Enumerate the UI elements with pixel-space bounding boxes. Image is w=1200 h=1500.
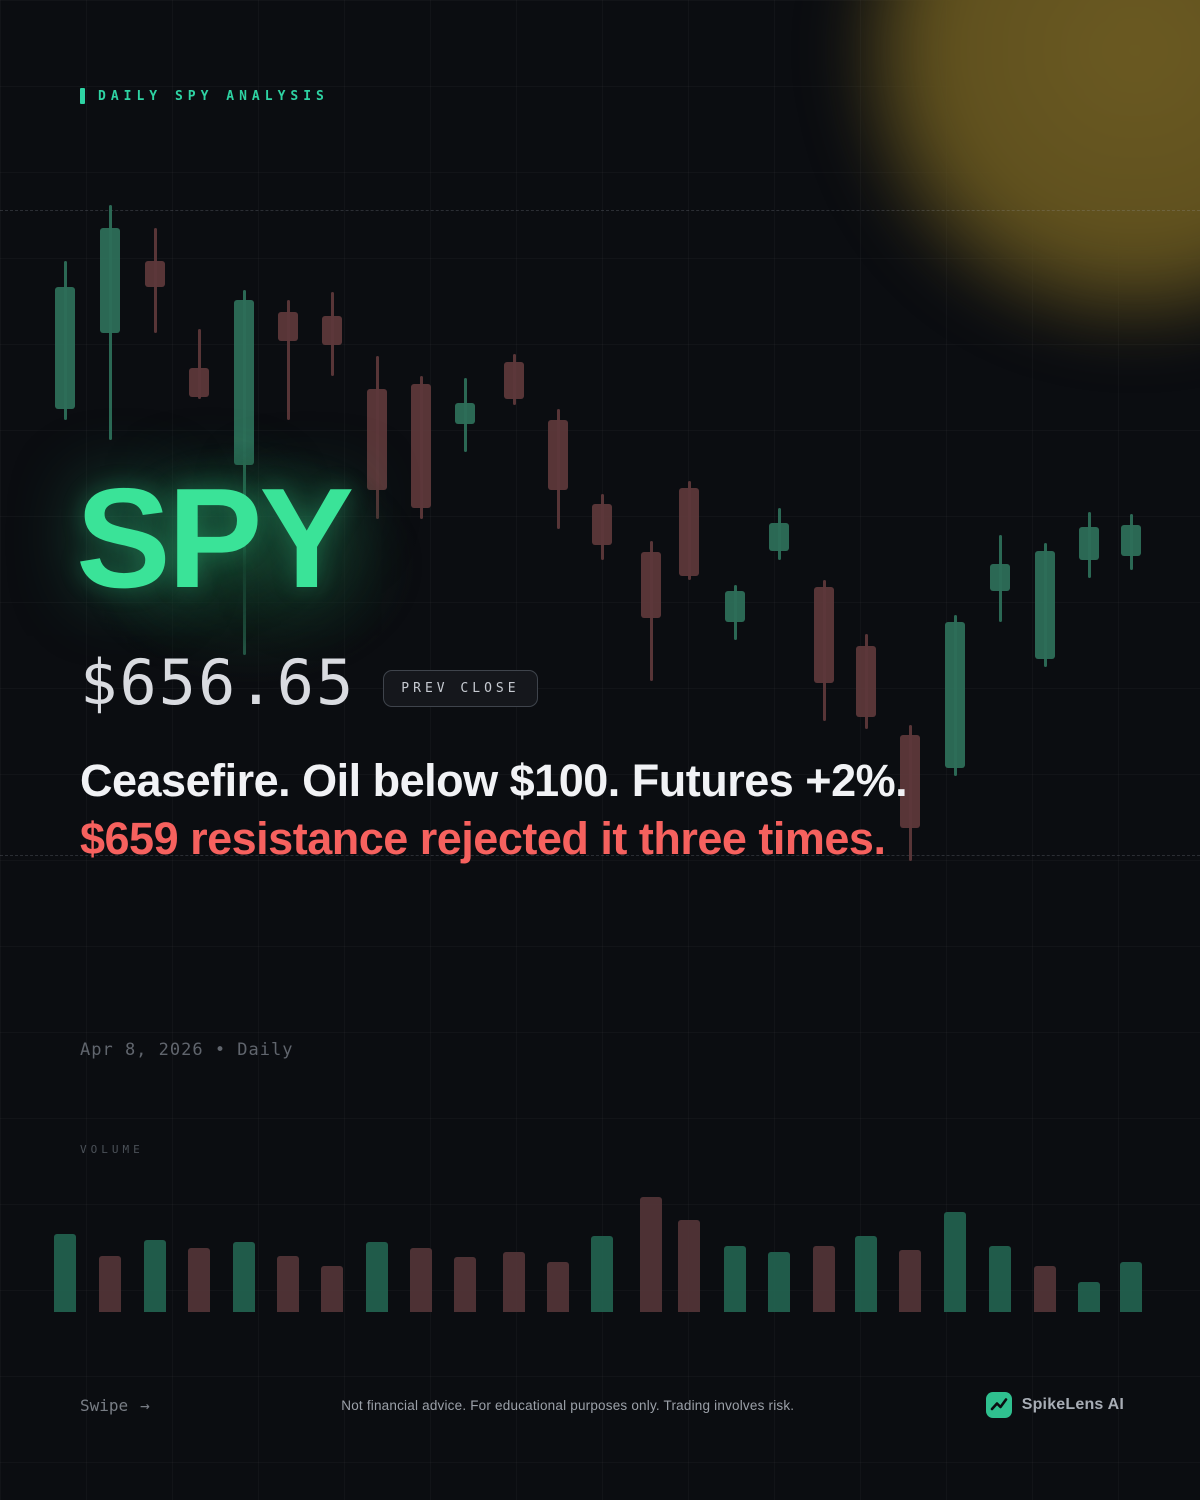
ticker-symbol: SPY bbox=[76, 459, 354, 618]
candle-up bbox=[1079, 527, 1099, 561]
price-row: $656.65 PREV CLOSE bbox=[80, 652, 538, 714]
upper-dashed-gridline bbox=[0, 210, 1200, 211]
candle-up bbox=[1121, 525, 1141, 557]
candle-down bbox=[322, 315, 342, 345]
volume-bar bbox=[1034, 1266, 1056, 1312]
brand: SpikeLens AI bbox=[985, 1392, 1124, 1418]
volume-bar bbox=[944, 1212, 966, 1312]
arrow-right-icon: → bbox=[140, 1395, 150, 1415]
volume-bar bbox=[366, 1242, 388, 1312]
headline: Ceasefire. Oil below $100. Futures +2%. … bbox=[80, 752, 995, 867]
volume-bar bbox=[99, 1256, 121, 1312]
accent-bar-icon bbox=[80, 88, 85, 104]
candle-up bbox=[769, 523, 789, 551]
volume-bar bbox=[410, 1248, 432, 1312]
volume-bar bbox=[277, 1256, 299, 1312]
volume-bar bbox=[454, 1257, 476, 1312]
volume-bar bbox=[321, 1266, 343, 1312]
volume-bar bbox=[233, 1242, 255, 1312]
volume-bar bbox=[591, 1236, 613, 1312]
volume-bar bbox=[855, 1236, 877, 1312]
volume-bar bbox=[813, 1246, 835, 1312]
disclaimer-text: Not financial advice. For educational pu… bbox=[341, 1397, 795, 1413]
volume-bar bbox=[989, 1246, 1011, 1312]
candle-up bbox=[1035, 550, 1055, 660]
candle-wick bbox=[197, 329, 201, 400]
volume-bar bbox=[503, 1252, 525, 1312]
candle-down bbox=[189, 368, 209, 398]
volume-label: VOLUME bbox=[80, 1143, 144, 1156]
price-value: $656.65 bbox=[80, 646, 356, 719]
candle-up bbox=[725, 591, 745, 623]
volume-bar bbox=[678, 1220, 700, 1312]
candle-down bbox=[641, 552, 661, 619]
volume-bar bbox=[768, 1252, 790, 1312]
headline-white: Ceasefire. Oil below $100. Futures +2%. bbox=[80, 755, 908, 806]
candle-down bbox=[504, 362, 524, 400]
candle-up bbox=[990, 564, 1010, 592]
volume-bar bbox=[1078, 1282, 1100, 1312]
candle-down bbox=[145, 261, 165, 287]
volume-bar bbox=[1120, 1262, 1142, 1312]
footer: Swipe → Not financial advice. For educat… bbox=[80, 1392, 1124, 1418]
candle-up bbox=[945, 622, 965, 768]
volume-bar bbox=[640, 1197, 662, 1312]
volume-bar bbox=[899, 1250, 921, 1312]
prev-close-badge: PREV CLOSE bbox=[383, 669, 538, 707]
candle-down bbox=[856, 645, 876, 718]
candle-down bbox=[900, 734, 920, 829]
volume-bar bbox=[188, 1248, 210, 1312]
swipe-label: Swipe bbox=[80, 1395, 129, 1415]
spikelens-logo-icon bbox=[985, 1392, 1012, 1418]
candle-down bbox=[548, 420, 568, 491]
volume-bar bbox=[54, 1234, 76, 1312]
candle-wick bbox=[286, 300, 290, 421]
volume-bar bbox=[144, 1240, 166, 1312]
candle-down bbox=[278, 311, 298, 341]
date-timeframe: Apr 8, 2026 • Daily bbox=[80, 1040, 294, 1060]
header-tag-label: DAILY SPY ANALYSIS bbox=[98, 88, 329, 104]
candle-down bbox=[814, 587, 834, 683]
brand-name: SpikeLens AI bbox=[1021, 1396, 1124, 1413]
candle-up bbox=[100, 228, 120, 334]
candle-down bbox=[592, 503, 612, 545]
swipe-hint[interactable]: Swipe → bbox=[80, 1396, 150, 1415]
volume-bar bbox=[724, 1246, 746, 1312]
candle-down bbox=[679, 488, 699, 576]
volume-bar bbox=[547, 1262, 569, 1312]
lower-dashed-gridline bbox=[0, 855, 1200, 856]
headline-red: $659 resistance rejected it three times. bbox=[80, 812, 886, 864]
candle-up bbox=[55, 286, 75, 409]
header-tag: DAILY SPY ANALYSIS bbox=[80, 88, 329, 104]
